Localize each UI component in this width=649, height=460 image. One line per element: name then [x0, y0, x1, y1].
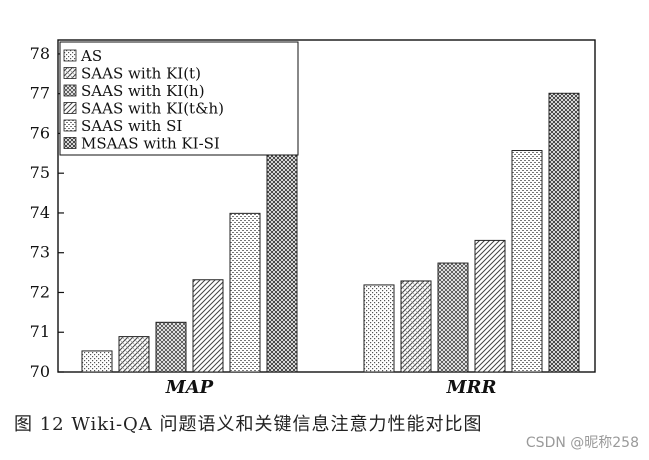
bar-map-2: [155, 321, 187, 373]
bar-mrr-2: [437, 262, 469, 373]
y-tick-label: 73: [30, 243, 50, 262]
legend-label: SAAS with KI(t&h): [81, 100, 224, 118]
y-tick-label: 74: [30, 203, 50, 222]
x-category-label: MAP: [165, 377, 214, 398]
legend-swatch: [63, 49, 77, 62]
y-tick-label: 70: [30, 362, 50, 381]
bar-map-3: [192, 279, 224, 373]
legend-label: AS: [80, 47, 102, 65]
bar-mrr-4: [511, 150, 543, 373]
legend-swatch: [63, 102, 77, 114]
y-tick-label: 77: [30, 84, 50, 103]
bar-map-4: [229, 212, 261, 373]
legend-label: SAAS with SI: [81, 117, 182, 135]
legend-swatch: [63, 119, 77, 132]
y-tick-label: 76: [30, 123, 50, 142]
y-tick-label: 78: [30, 44, 50, 63]
bar-map-0: [81, 350, 113, 373]
legend-box: [59, 41, 299, 156]
plot-area: 70 71 72 73 74 75 76 77 78 MAP MRR: [30, 39, 596, 398]
y-tick-label: 72: [30, 282, 50, 301]
x-category-label: MRR: [446, 377, 497, 398]
y-tick-label: 71: [30, 322, 50, 341]
bar-mrr-0: [363, 284, 395, 373]
y-tick-label: 75: [30, 163, 50, 182]
legend-label: MSAAS with KI-SI: [81, 135, 220, 153]
legend-swatch: [63, 84, 77, 97]
bar-map-5: [266, 153, 298, 373]
bar-mrr-5: [548, 92, 580, 373]
legend-label: SAAS with KI(t): [81, 65, 201, 83]
legend-swatch: [63, 67, 77, 79]
bar-map-1: [118, 336, 150, 373]
bar-mrr-3: [474, 239, 506, 373]
bars-group: [81, 92, 580, 373]
figure-caption: 图 12 Wiki-QA 问题语义和关键信息注意力性能对比图: [14, 414, 483, 435]
watermark: CSDN @昵称258: [525, 435, 639, 451]
plot-frame: [57, 39, 596, 373]
legend-label: SAAS with KI(h): [81, 82, 205, 100]
legend-swatch: [63, 137, 77, 149]
bar-mrr-1: [400, 280, 432, 373]
